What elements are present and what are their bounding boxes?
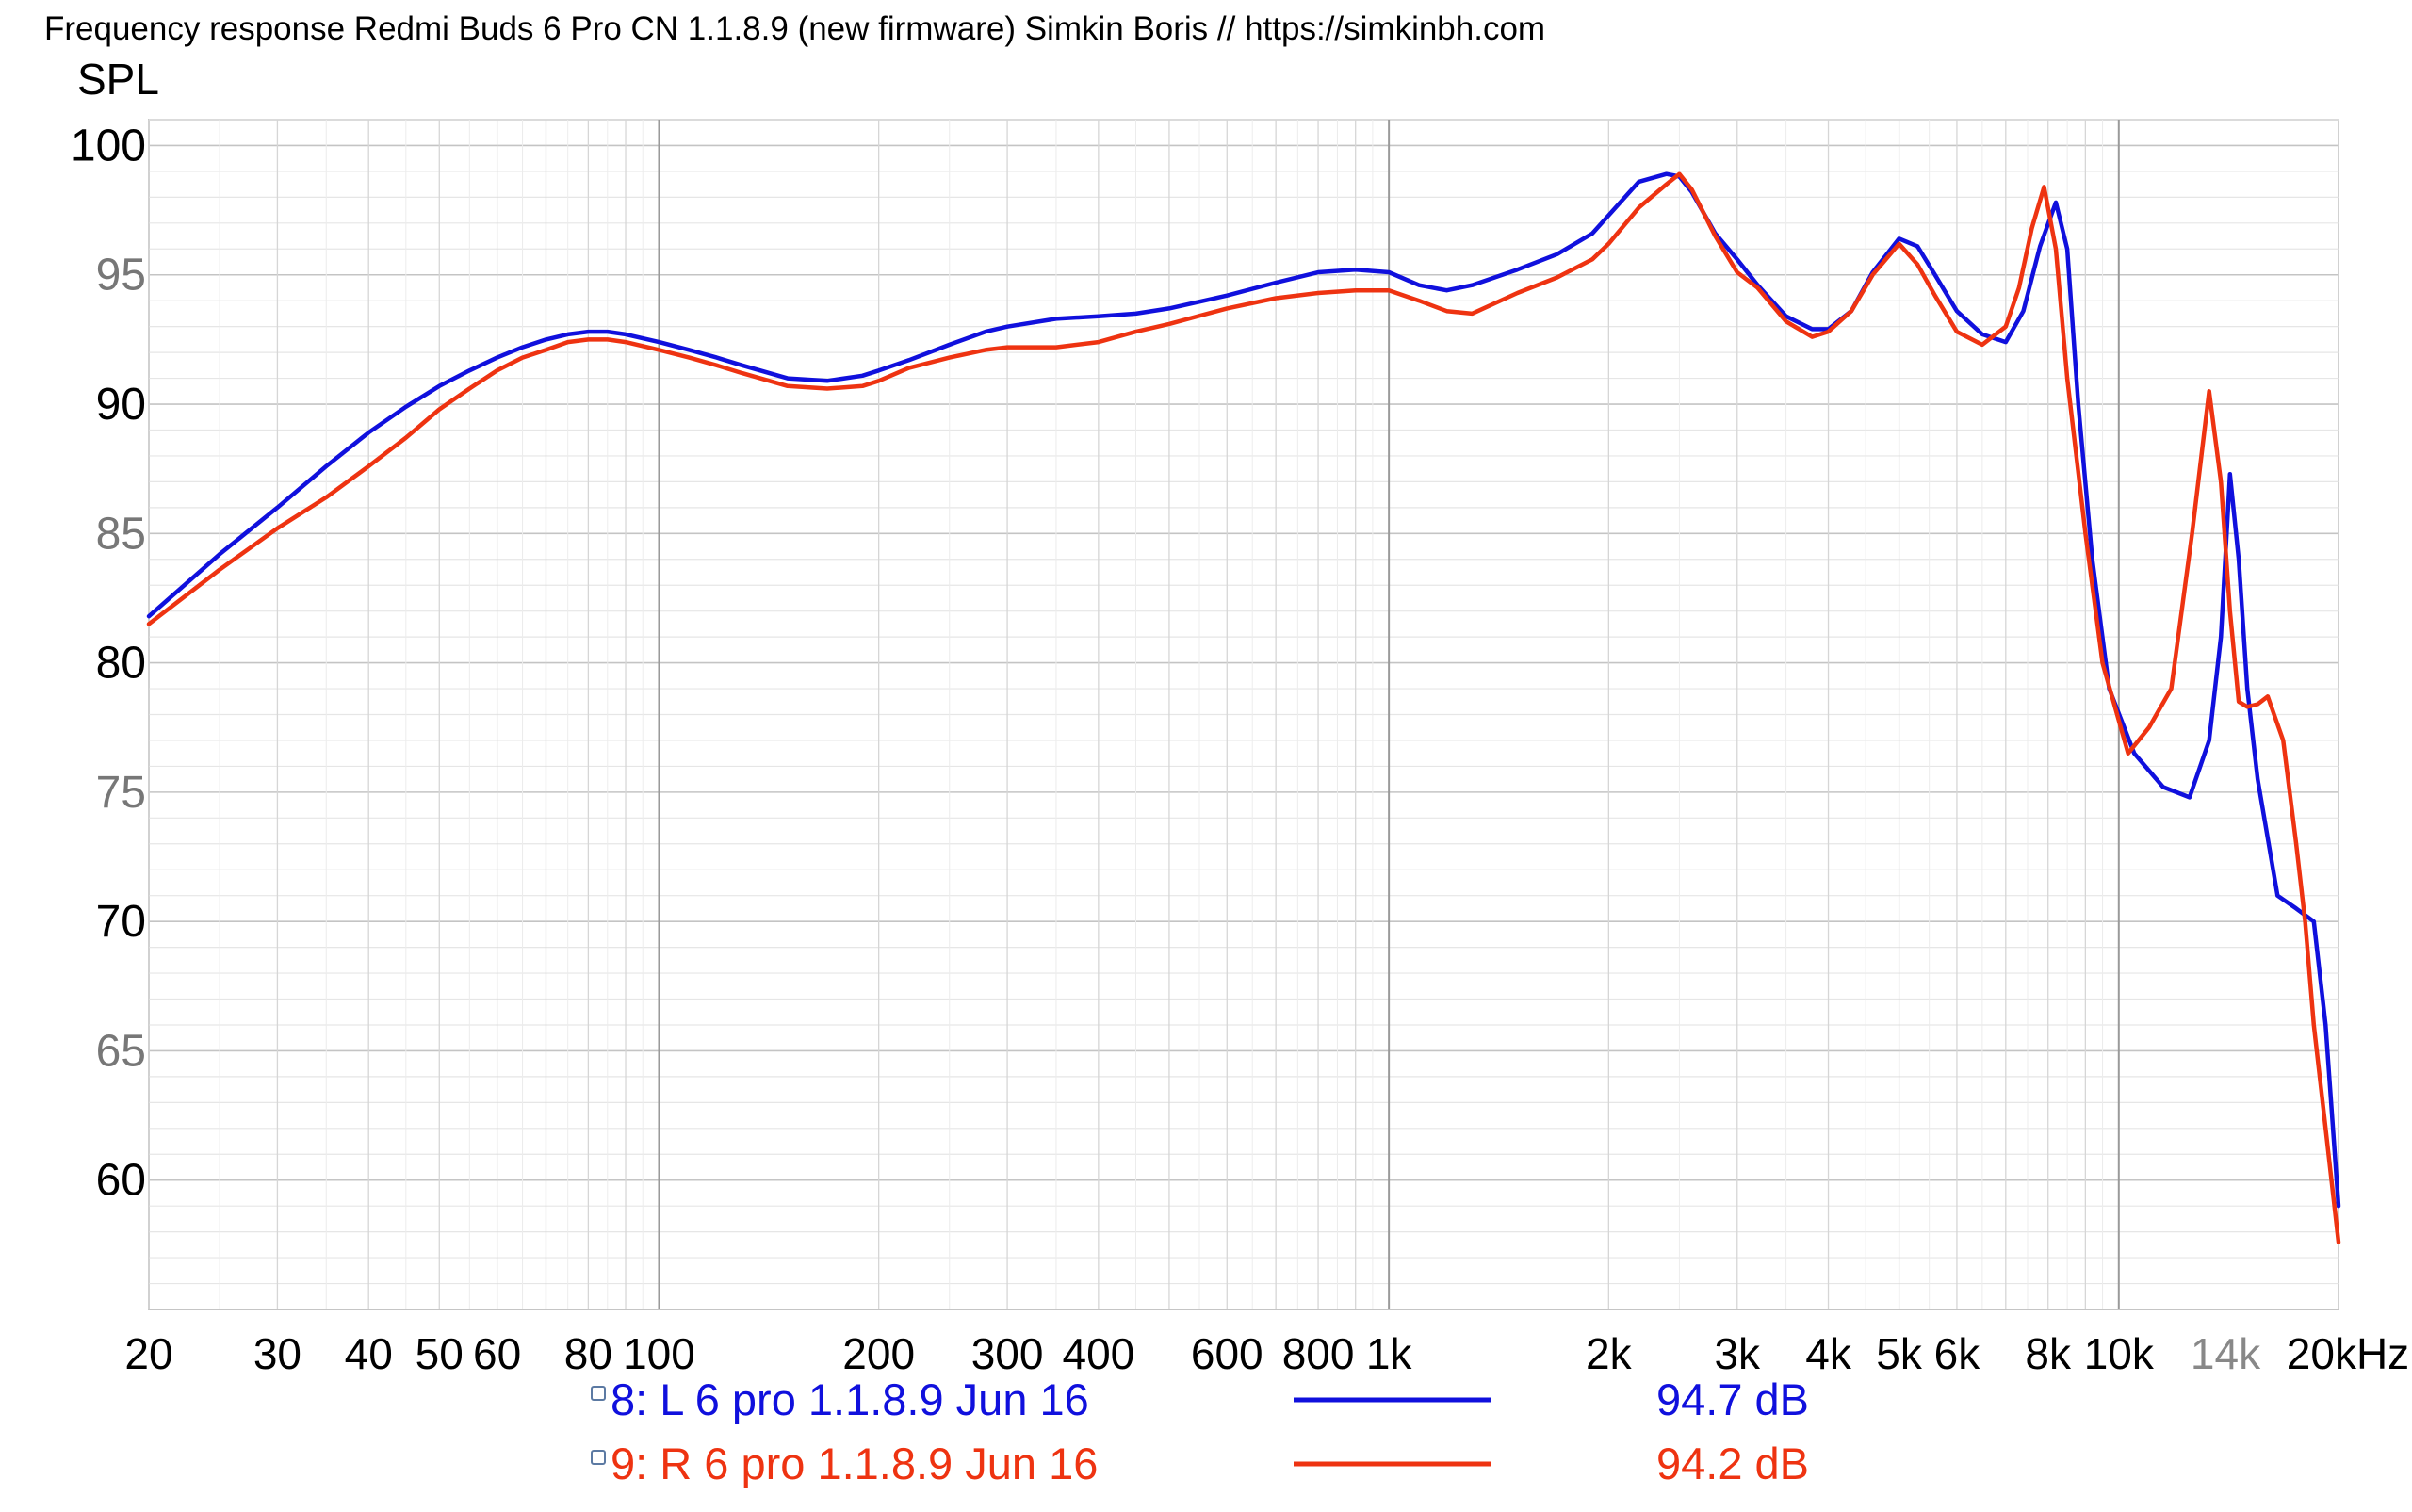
y-tick-label: 85 bbox=[96, 509, 146, 559]
legend-checkbox[interactable] bbox=[591, 1450, 606, 1465]
y-tick-label: 60 bbox=[96, 1156, 146, 1206]
x-tick-label: 400 bbox=[1062, 1329, 1134, 1378]
y-tick-label: 75 bbox=[96, 768, 146, 818]
y-tick-label: 95 bbox=[96, 251, 146, 301]
legend-entry-2[interactable]: 9: R 6 pro 1.1.8.9 Jun 16 94.2 dB bbox=[591, 1439, 1809, 1488]
x-tick-label: 300 bbox=[971, 1329, 1044, 1378]
y-axis-label: SPL bbox=[77, 55, 159, 104]
x-tick-label: 60 bbox=[473, 1329, 521, 1378]
x-tick-label: 20kHz bbox=[2287, 1329, 2409, 1378]
x-tick-label: 14k bbox=[2191, 1329, 2261, 1378]
y-tick-label: 70 bbox=[96, 897, 146, 947]
x-tick-label: 10k bbox=[2084, 1329, 2155, 1378]
legend-entry-1[interactable]: 8: L 6 pro 1.1.8.9 Jun 16 94.7 dB bbox=[591, 1374, 1809, 1424]
legend-series-name: 8: L 6 pro 1.1.8.9 Jun 16 bbox=[611, 1374, 1089, 1424]
legend-series-name: 9: R 6 pro 1.1.8.9 Jun 16 bbox=[611, 1439, 1098, 1488]
y-tick-label: 90 bbox=[96, 380, 146, 430]
legend-level-value: 94.2 dB bbox=[1656, 1439, 1809, 1488]
x-tick-label: 8k bbox=[2025, 1329, 2072, 1378]
chart-title: Frequency response Redmi Buds 6 Pro CN 1… bbox=[44, 10, 1545, 47]
legend: 8: L 6 pro 1.1.8.9 Jun 16 94.7 dB 9: R 6 p… bbox=[591, 1374, 1809, 1488]
series-line-1 bbox=[146, 171, 2341, 1209]
x-tick-label: 1k bbox=[1366, 1329, 1413, 1378]
x-tick-label: 600 bbox=[1191, 1329, 1263, 1378]
legend-checkbox[interactable] bbox=[591, 1386, 606, 1401]
x-tick-label: 2k bbox=[1586, 1329, 1633, 1378]
y-tick-label: 65 bbox=[96, 1026, 146, 1076]
x-tick-label: 80 bbox=[564, 1329, 612, 1378]
x-tick-label: 4k bbox=[1805, 1329, 1852, 1378]
x-tick-label: 800 bbox=[1282, 1329, 1355, 1378]
x-tick-label: 200 bbox=[842, 1329, 915, 1378]
x-tick-label: 30 bbox=[253, 1329, 302, 1378]
y-tick-label: 100 bbox=[71, 121, 146, 171]
x-tick-label: 3k bbox=[1714, 1329, 1761, 1378]
x-tick-label: 5k bbox=[1876, 1329, 1923, 1378]
x-tick-label: 50 bbox=[416, 1329, 464, 1378]
legend-level-value: 94.7 dB bbox=[1656, 1374, 1809, 1424]
x-tick-label: 100 bbox=[623, 1329, 695, 1378]
x-tick-label: 20 bbox=[124, 1329, 172, 1378]
x-tick-label: 6k bbox=[1934, 1329, 1981, 1378]
y-tick-label: 80 bbox=[96, 639, 146, 689]
x-tick-label: 40 bbox=[345, 1329, 393, 1378]
series-line-2 bbox=[146, 171, 2341, 1244]
